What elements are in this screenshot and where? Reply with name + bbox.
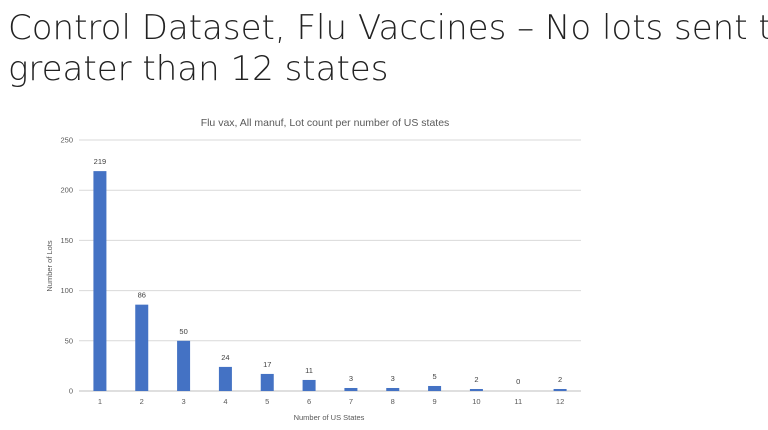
data-label: 86 — [138, 291, 146, 300]
data-label: 11 — [305, 366, 313, 375]
y-tick-label: 0 — [69, 387, 73, 396]
data-label: 0 — [516, 377, 520, 386]
x-tick-label: 10 — [472, 397, 480, 406]
gridlines — [79, 139, 581, 392]
slide-title-line-1: Control Dataset, Flu Vaccines – No lots … — [8, 8, 768, 48]
x-tick-label: 6 — [307, 397, 311, 406]
bars — [93, 171, 567, 391]
y-tick-label: 200 — [60, 186, 73, 195]
bar — [302, 379, 316, 391]
slide-title: Control Dataset, Flu Vaccines – No lots … — [8, 8, 768, 90]
y-axis-title: Number of Lots — [45, 240, 54, 292]
data-label: 17 — [263, 360, 271, 369]
data-label: 3 — [349, 374, 353, 383]
y-tick-label: 150 — [60, 236, 73, 245]
x-tick-label: 3 — [181, 397, 185, 406]
data-label: 24 — [221, 353, 229, 362]
x-tick-label: 12 — [556, 397, 564, 406]
bar — [553, 388, 567, 391]
bar — [177, 340, 191, 391]
data-label: 5 — [432, 372, 436, 381]
x-tick-label: 4 — [223, 397, 227, 406]
bar — [260, 373, 274, 391]
data-label: 50 — [179, 327, 187, 336]
data-label: 2 — [474, 375, 478, 384]
y-tick-label: 100 — [60, 286, 73, 295]
bar — [218, 366, 232, 391]
x-tick-label: 8 — [391, 397, 395, 406]
slide-title-line-2: greater than 12 states — [8, 49, 389, 89]
y-tick-label: 250 — [60, 136, 73, 145]
bar — [344, 387, 358, 391]
x-tick-label: 11 — [514, 397, 522, 406]
bar — [469, 388, 483, 391]
bar — [93, 171, 107, 391]
data-labels: 219 86 50 24 17 11 3 3 5 2 0 2 — [94, 157, 563, 386]
y-tick-label: 50 — [65, 336, 73, 345]
x-tick-label: 2 — [140, 397, 144, 406]
x-axis-title: Number of US States — [294, 413, 365, 422]
data-label: 219 — [94, 157, 107, 166]
x-tick-label: 5 — [265, 397, 269, 406]
x-tick-label: 1 — [98, 397, 102, 406]
x-tick-label: 7 — [349, 397, 353, 406]
bar — [386, 387, 400, 391]
bar — [428, 385, 442, 391]
x-tick-label: 9 — [432, 397, 436, 406]
data-label: 2 — [558, 375, 562, 384]
data-label: 3 — [391, 374, 395, 383]
bar — [135, 304, 149, 391]
chart-title: Flu vax, All manuf, Lot count per number… — [201, 117, 450, 129]
